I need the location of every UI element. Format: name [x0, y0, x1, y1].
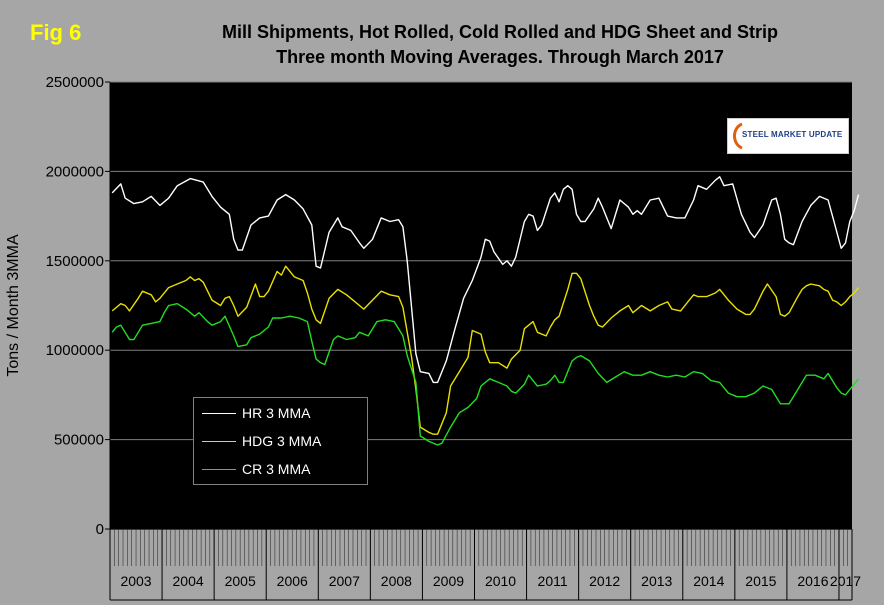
logo-swoosh-icon	[733, 122, 743, 150]
series-line-cr	[111, 303, 860, 446]
x-tick-label: 2017	[830, 573, 861, 589]
x-tick-label: 2010	[485, 573, 516, 589]
y-tick-label: 2000000	[46, 163, 104, 180]
legend-item-hdg: HDG 3 MMA	[202, 431, 321, 451]
x-tick-label: 2008	[381, 573, 412, 589]
y-axis: 0 500000 1000000 1500000 2000000 2500000	[46, 74, 111, 538]
series-line-hr	[111, 176, 860, 384]
x-tick-label: 2015	[745, 573, 776, 589]
x-tick-label: 2007	[329, 573, 360, 589]
y-tick-label: 1500000	[46, 253, 104, 270]
gridlines	[110, 81, 852, 441]
y-tick-label: 1000000	[46, 342, 104, 359]
series-lines	[111, 176, 860, 446]
x-tick-label: 2016	[797, 573, 828, 589]
x-tick-label: 2011	[538, 573, 568, 589]
chart-title-line-1: Mill Shipments, Hot Rolled, Cold Rolled …	[221, 22, 779, 42]
y-tick-label: 0	[96, 521, 104, 538]
y-tick-label: 2500000	[46, 74, 104, 91]
legend-label-hr: HR 3 MMA	[242, 405, 311, 421]
series-line-hdg	[111, 265, 860, 435]
legend-label-hdg: HDG 3 MMA	[242, 433, 322, 449]
x-tick-label: 2009	[433, 573, 464, 589]
legend-item-hr: HR 3 MMA	[202, 403, 310, 423]
x-tick-label: 2003	[120, 573, 151, 589]
x-tick-label: 2005	[225, 573, 256, 589]
x-tick-label: 2013	[641, 573, 672, 589]
legend: HR 3 MMA HDG 3 MMA CR 3 MMA	[193, 397, 368, 485]
x-axis: 2003 2004 2005 2006 2007 2008 2009 2010 2011 2012…	[109, 528, 861, 601]
x-tick-label: 2012	[589, 573, 620, 589]
chart-title: Mill Shipments, Hot Rolled, Cold Rolled …	[150, 20, 850, 70]
figure-label: Fig 6	[30, 20, 82, 45]
legend-swatch-hdg	[202, 440, 236, 442]
logo-text: STEEL MARKET UPDATE	[742, 130, 843, 139]
x-tick-label: 2014	[693, 573, 724, 589]
legend-swatch-hr	[202, 412, 236, 414]
legend-swatch-cr	[202, 468, 236, 470]
legend-item-cr: CR 3 MMA	[202, 459, 310, 479]
chart-title-line-2: Three month Moving Averages. Through Mar…	[276, 47, 724, 67]
x-tick-label: 2004	[173, 573, 204, 589]
legend-label-cr: CR 3 MMA	[242, 461, 311, 477]
y-tick-label: 500000	[54, 432, 104, 449]
steel-market-update-logo: STEEL MARKET UPDATE	[727, 118, 849, 154]
x-tick-label: 2006	[277, 573, 308, 589]
y-axis-label: Tons / Month 3MMA	[5, 234, 22, 377]
